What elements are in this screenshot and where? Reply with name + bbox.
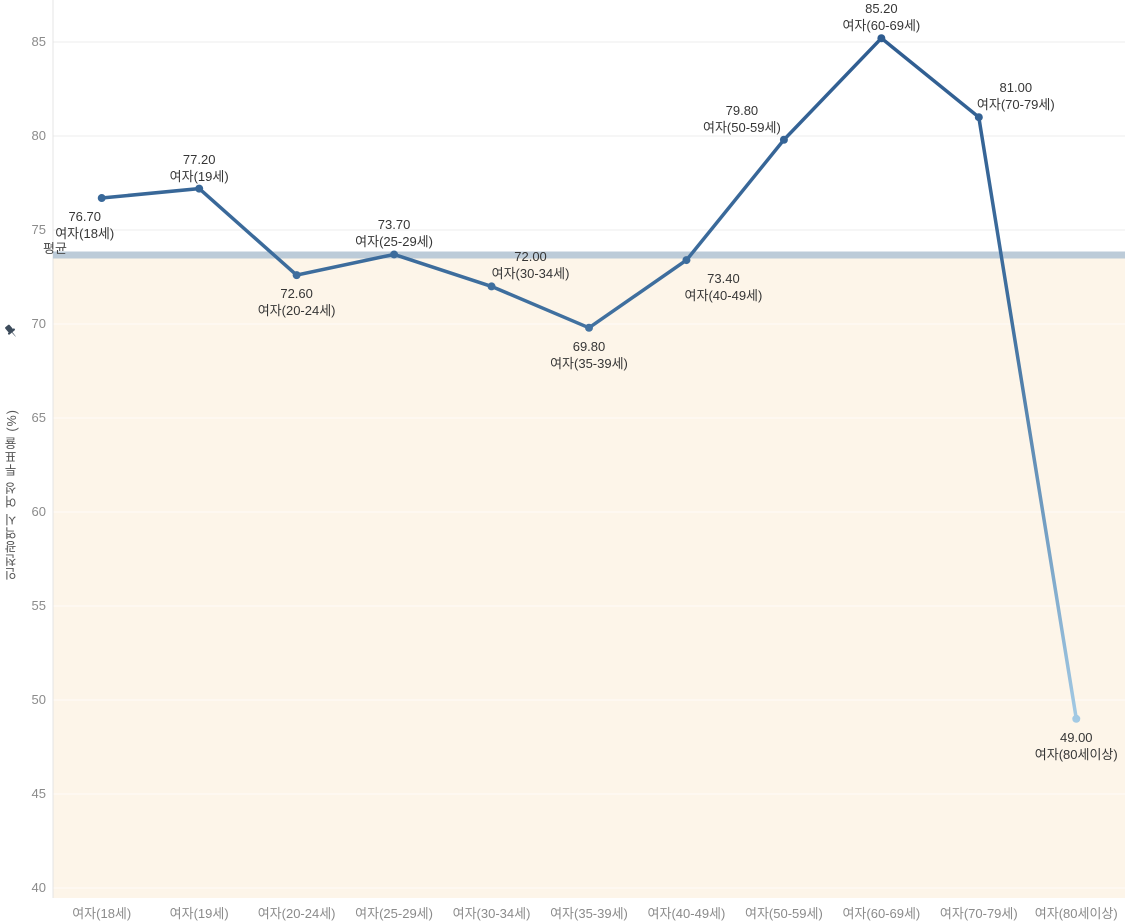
data-point-marker[interactable] [195,184,204,193]
data-point-marker[interactable] [390,250,399,259]
data-point-marker[interactable] [877,34,886,43]
data-point-marker[interactable] [585,323,593,332]
data-point-marker[interactable] [682,256,691,265]
data-point-marker[interactable] [292,271,301,280]
data-point-marker[interactable] [97,194,106,203]
data-point-marker[interactable] [1072,714,1081,723]
data-point-marker[interactable] [487,282,496,291]
average-reference-band[interactable] [53,251,1125,259]
data-point-marker[interactable] [779,135,788,144]
data-point-marker[interactable] [974,113,983,122]
below-average-region [53,258,1125,898]
